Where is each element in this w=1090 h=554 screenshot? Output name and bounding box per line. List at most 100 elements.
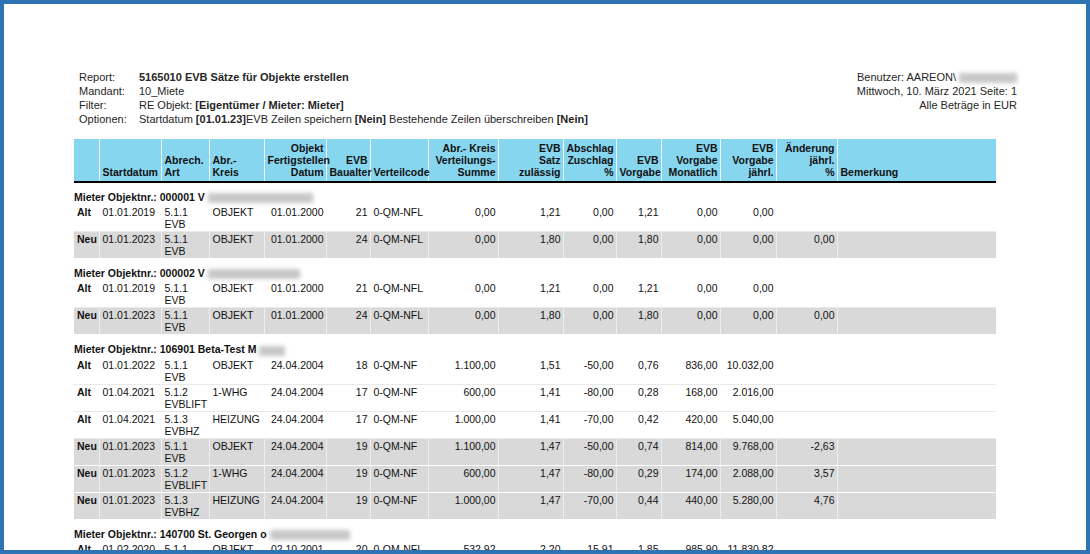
cell-objekt-fertigstellen-datum: 01.01.2000 bbox=[264, 281, 326, 308]
cell-evb-vorgabe-monatlich: 168,00 bbox=[661, 384, 720, 411]
cell-verteilcode: 0-QM-NF bbox=[370, 465, 428, 492]
text-segment: [Nein] bbox=[557, 113, 588, 125]
cell-abr-kreis-verteilungs-summe: 1.100,00 bbox=[428, 358, 498, 385]
table-row: Alt01.04.20215.1.3 EVBHZHEIZUNG24.04.200… bbox=[74, 411, 996, 438]
column-header-abschlag-zuschlag-prozent: Abschlag Zuschlag % bbox=[563, 139, 616, 182]
cell-verteilcode: 0-QM-NF bbox=[370, 492, 428, 519]
cell-evb-vorgabe-monatlich: 0,00 bbox=[661, 308, 720, 335]
cell-evb-vorgabe-jaehrl: 2.016,00 bbox=[720, 384, 776, 411]
cell-evb-vorgabe: 1,80 bbox=[616, 308, 661, 335]
cell-startdatum: 01.01.2019 bbox=[99, 281, 161, 308]
cell-evb-vorgabe: 0,42 bbox=[616, 411, 661, 438]
cell-abr-kreis-verteilungs-summe: 0,00 bbox=[428, 232, 498, 259]
cell-evb-satz-zulaessig: 1,41 bbox=[498, 384, 563, 411]
cell-objekt-fertigstellen-datum: 01.01.2000 bbox=[264, 308, 326, 335]
cell-abr-kreis-verteilungs-summe: 532,92 bbox=[428, 542, 498, 554]
cell-evb-satz-zulaessig: 1,51 bbox=[498, 358, 563, 385]
column-header-aenderung-jaehrl-prozent: Änderung jährl. % bbox=[776, 139, 837, 182]
cell-abr-kreis-verteilungs-summe: 1.000,00 bbox=[428, 411, 498, 438]
group-header-row: Mieter Objektnr.: 000001 V bbox=[74, 182, 996, 205]
cell-evb-vorgabe-jaehrl: 9.768,00 bbox=[720, 438, 776, 465]
cell-flag: Alt bbox=[74, 542, 99, 554]
cell-objekt-fertigstellen-datum: 24.04.2004 bbox=[264, 492, 326, 519]
cell-abrech-art: 5.1.3 EVBHZ bbox=[161, 492, 209, 519]
cell-evb-vorgabe-monatlich: 836,00 bbox=[661, 358, 720, 385]
cell-abrech-art: 5.1.2 EVBLIFT bbox=[161, 465, 209, 492]
group-title: Mieter Objektnr.: 000001 V bbox=[74, 191, 205, 203]
cell-startdatum: 01.01.2019 bbox=[99, 205, 161, 232]
cell-flag: Neu bbox=[74, 438, 99, 465]
cell-evb-vorgabe: 1,21 bbox=[616, 205, 661, 232]
cell-evb-vorgabe-jaehrl: 5.040,00 bbox=[720, 411, 776, 438]
meta-line: Filter:RE Objekt: [Eigentümer / Mieter: … bbox=[74, 98, 588, 112]
cell-evb-vorgabe: 1,21 bbox=[616, 281, 661, 308]
cell-startdatum: 01.01.2023 bbox=[99, 232, 161, 259]
cell-evb-baualter: 17 bbox=[326, 411, 370, 438]
cell-abrech-art: 5.1.1 EVB bbox=[161, 358, 209, 385]
meta-label: Mandant: bbox=[79, 84, 139, 98]
cell-bemerkung bbox=[837, 492, 996, 519]
cell-evb-vorgabe: 1,85 bbox=[616, 542, 661, 554]
cell-evb-vorgabe-jaehrl: 0,00 bbox=[720, 308, 776, 335]
cell-evb-vorgabe-monatlich: 440,00 bbox=[661, 492, 720, 519]
cell-abr-kreis-verteilungs-summe: 600,00 bbox=[428, 465, 498, 492]
cell-abrech-art: 5.1.3 EVBHZ bbox=[161, 411, 209, 438]
cell-abschlag-zuschlag-prozent: -70,00 bbox=[563, 411, 616, 438]
cell-abr-kreis-verteilungs-summe: 0,00 bbox=[428, 205, 498, 232]
text-segment: EVB Zeilen speichern bbox=[246, 113, 355, 125]
cell-evb-vorgabe-jaehrl: 0,00 bbox=[720, 205, 776, 232]
cell-abr-kreis: HEIZUNG bbox=[209, 411, 264, 438]
table-row: Alt01.04.20215.1.2 EVBLIFT1-WHG24.04.200… bbox=[74, 384, 996, 411]
text-segment: [Eigentümer / Mieter: Mieter] bbox=[195, 99, 344, 111]
cell-abr-kreis: OBJEKT bbox=[209, 542, 264, 554]
cell-startdatum: 01.01.2023 bbox=[99, 492, 161, 519]
cell-aenderung-jaehrl-prozent: 4,76 bbox=[776, 492, 837, 519]
group-title: Mieter Objektnr.: 106901 Beta-Test M bbox=[74, 343, 256, 355]
cell-flag: Alt bbox=[74, 411, 99, 438]
cell-verteilcode: 0-QM-NFL bbox=[370, 232, 428, 259]
cell-evb-baualter: 17 bbox=[326, 384, 370, 411]
cell-evb-vorgabe-monatlich: 814,00 bbox=[661, 438, 720, 465]
cell-evb-vorgabe-monatlich: 0,00 bbox=[661, 205, 720, 232]
column-header-objekt-fertigstellen-datum: Objekt Fertigstellen Datum bbox=[264, 139, 326, 182]
cell-bemerkung bbox=[837, 281, 996, 308]
column-header-evb-vorgabe: EVB Vorgabe bbox=[616, 139, 661, 182]
cell-flag: Neu bbox=[74, 308, 99, 335]
currency-note: Alle Beträge in EUR bbox=[857, 98, 1017, 112]
cell-evb-satz-zulaessig: 1,41 bbox=[498, 411, 563, 438]
cell-abschlag-zuschlag-prozent: -80,00 bbox=[563, 465, 616, 492]
table-row: Neu01.01.20235.1.2 EVBLIFT1-WHG24.04.200… bbox=[74, 465, 996, 492]
table-row: Alt01.02.20205.1.1 EVBOBJEKT02.10.200120… bbox=[74, 542, 996, 554]
cell-evb-vorgabe-jaehrl: 5.280,00 bbox=[720, 492, 776, 519]
cell-objekt-fertigstellen-datum: 24.04.2004 bbox=[264, 411, 326, 438]
cell-startdatum: 01.01.2022 bbox=[99, 358, 161, 385]
table-row: Alt01.01.20195.1.1 EVBOBJEKT01.01.200021… bbox=[74, 281, 996, 308]
meta-value: 10_Miete bbox=[139, 84, 184, 98]
cell-abschlag-zuschlag-prozent: -70,00 bbox=[563, 492, 616, 519]
column-header-evb-baualter: EVB Baualter bbox=[326, 139, 370, 182]
text-segment: Startdatum bbox=[139, 113, 196, 125]
cell-evb-baualter: 19 bbox=[326, 492, 370, 519]
text-segment: 10_Miete bbox=[139, 85, 184, 97]
cell-flag: Neu bbox=[74, 465, 99, 492]
cell-abr-kreis-verteilungs-summe: 1.000,00 bbox=[428, 492, 498, 519]
cell-evb-baualter: 21 bbox=[326, 205, 370, 232]
group-header-row: Mieter Objektnr.: 000002 V bbox=[74, 259, 996, 282]
cell-evb-vorgabe-jaehrl: 0,00 bbox=[720, 232, 776, 259]
cell-evb-baualter: 21 bbox=[326, 281, 370, 308]
cell-verteilcode: 0-QM-NFL bbox=[370, 281, 428, 308]
meta-line: Report:5165010 EVB Sätze für Objekte ers… bbox=[74, 70, 588, 84]
cell-abr-kreis: OBJEKT bbox=[209, 232, 264, 259]
cell-abr-kreis: OBJEKT bbox=[209, 438, 264, 465]
cell-startdatum: 01.01.2023 bbox=[99, 308, 161, 335]
cell-evb-baualter: 20 bbox=[326, 542, 370, 554]
cell-bemerkung bbox=[837, 384, 996, 411]
cell-verteilcode: 0-QM-NFL bbox=[370, 308, 428, 335]
cell-verteilcode: 0-QM-NF bbox=[370, 358, 428, 385]
cell-bemerkung bbox=[837, 542, 996, 554]
group-header-cell: Mieter Objektnr.: 000002 V bbox=[74, 259, 996, 282]
cell-aenderung-jaehrl-prozent: 0,00 bbox=[776, 308, 837, 335]
cell-aenderung-jaehrl-prozent bbox=[776, 281, 837, 308]
cell-aenderung-jaehrl-prozent bbox=[776, 384, 837, 411]
cell-abr-kreis: OBJEKT bbox=[209, 205, 264, 232]
